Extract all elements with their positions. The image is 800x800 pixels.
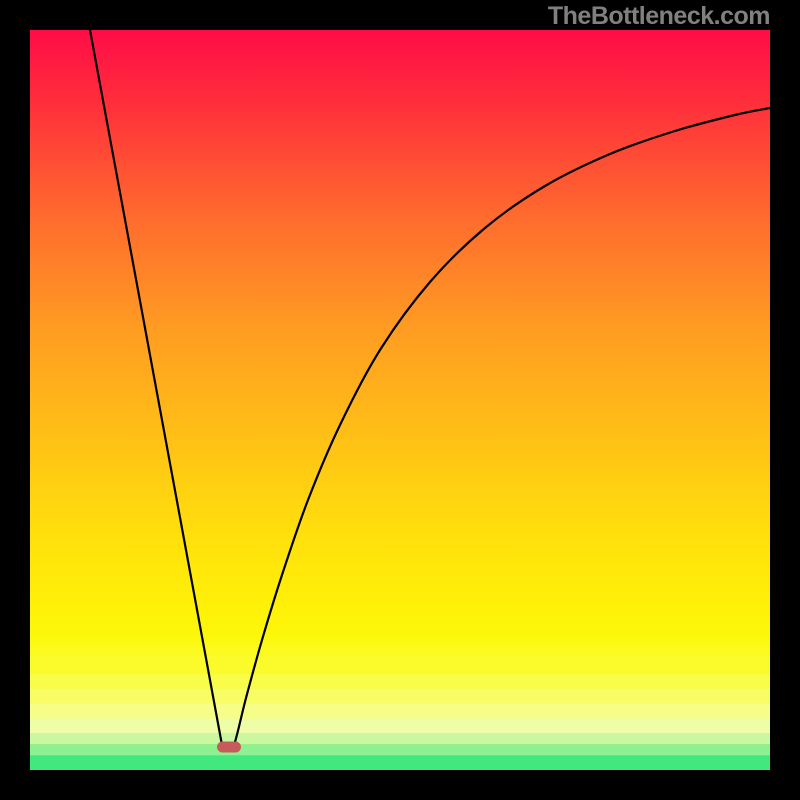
chart-svg bbox=[30, 30, 770, 770]
chart-frame bbox=[30, 30, 770, 770]
minimum-marker bbox=[217, 742, 241, 753]
watermark-text: TheBottleneck.com bbox=[548, 2, 770, 31]
gradient-bands bbox=[30, 655, 770, 770]
